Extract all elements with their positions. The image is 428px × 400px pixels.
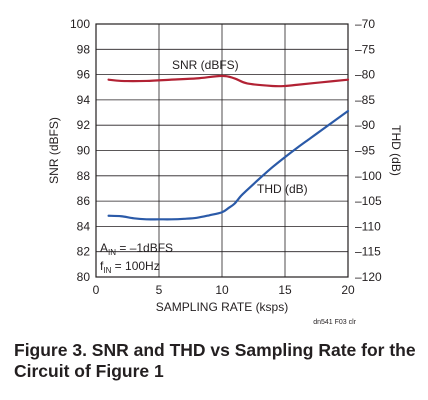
snr-series-label: SNR (dBFS) bbox=[172, 58, 239, 72]
plot-frame bbox=[95, 23, 349, 278]
x-tick-label: 5 bbox=[156, 283, 163, 297]
y-tick-label: 84 bbox=[77, 219, 91, 233]
x-tick-label: 0 bbox=[93, 283, 100, 297]
y-tick-label: 82 bbox=[77, 245, 91, 259]
y-tick-label: 98 bbox=[77, 42, 91, 56]
y-tick-label: 96 bbox=[77, 68, 91, 82]
x-axis-title: SAMPLING RATE (ksps) bbox=[156, 300, 288, 314]
right-axis-ticks: –70 –75 –80 –85 –90 –95 –100 –105 –110 –115 –120 bbox=[355, 17, 382, 284]
figure-id-note: dn541 F03 clr bbox=[313, 319, 356, 326]
thd-series-label: THD (dB) bbox=[257, 182, 308, 196]
fin-value: = 100Hz bbox=[111, 259, 159, 273]
y-tick-label: 80 bbox=[77, 270, 91, 284]
x-tick-label: 10 bbox=[215, 283, 229, 297]
y-tick-label: 90 bbox=[77, 144, 91, 158]
ain-symbol: A bbox=[100, 241, 108, 255]
y-tick-label: 86 bbox=[77, 194, 91, 208]
ain-annotation: AIN = –1dBFS bbox=[100, 241, 173, 257]
y2-tick-label: –70 bbox=[355, 17, 375, 31]
fin-symbol: f bbox=[100, 259, 104, 273]
y-tick-label: 94 bbox=[77, 93, 91, 107]
ain-value: = –1dBFS bbox=[116, 241, 173, 255]
y2-tick-label: –95 bbox=[355, 144, 375, 158]
ain-subscript: IN bbox=[108, 248, 116, 257]
y2-tick-label: –80 bbox=[355, 68, 375, 82]
x-tick-label: 20 bbox=[341, 283, 355, 297]
y2-tick-label: –105 bbox=[355, 194, 382, 208]
y2-tick-label: –85 bbox=[355, 93, 375, 107]
y2-tick-label: –120 bbox=[355, 270, 382, 284]
y-tick-label: 100 bbox=[70, 17, 90, 31]
snr-series-line bbox=[107, 74, 350, 88]
x-tick-label: 15 bbox=[278, 283, 292, 297]
y2-axis-title: THD (dB) bbox=[389, 125, 403, 176]
gridlines bbox=[96, 24, 348, 277]
y2-tick-label: –75 bbox=[355, 42, 375, 56]
y2-tick-label: –100 bbox=[355, 169, 382, 183]
y-tick-label: 92 bbox=[77, 118, 91, 132]
y-tick-label: 88 bbox=[77, 169, 91, 183]
fin-annotation: fIN = 100Hz bbox=[100, 259, 160, 275]
figure-caption: Figure 3. SNR and THD vs Sampling Rate f… bbox=[14, 340, 416, 381]
y2-tick-label: –90 bbox=[355, 118, 375, 132]
bottom-axis-ticks: 0 5 10 15 20 bbox=[93, 283, 355, 297]
thd-series-line bbox=[107, 109, 350, 221]
y2-tick-label: –110 bbox=[355, 219, 381, 233]
y-axis-title: SNR (dBFS) bbox=[47, 117, 61, 184]
y2-tick-label: –115 bbox=[355, 245, 381, 259]
left-axis-ticks: 80 82 84 86 88 90 92 94 96 98 100 bbox=[70, 17, 90, 284]
series-layer bbox=[107, 74, 350, 221]
fin-subscript: IN bbox=[103, 266, 111, 275]
